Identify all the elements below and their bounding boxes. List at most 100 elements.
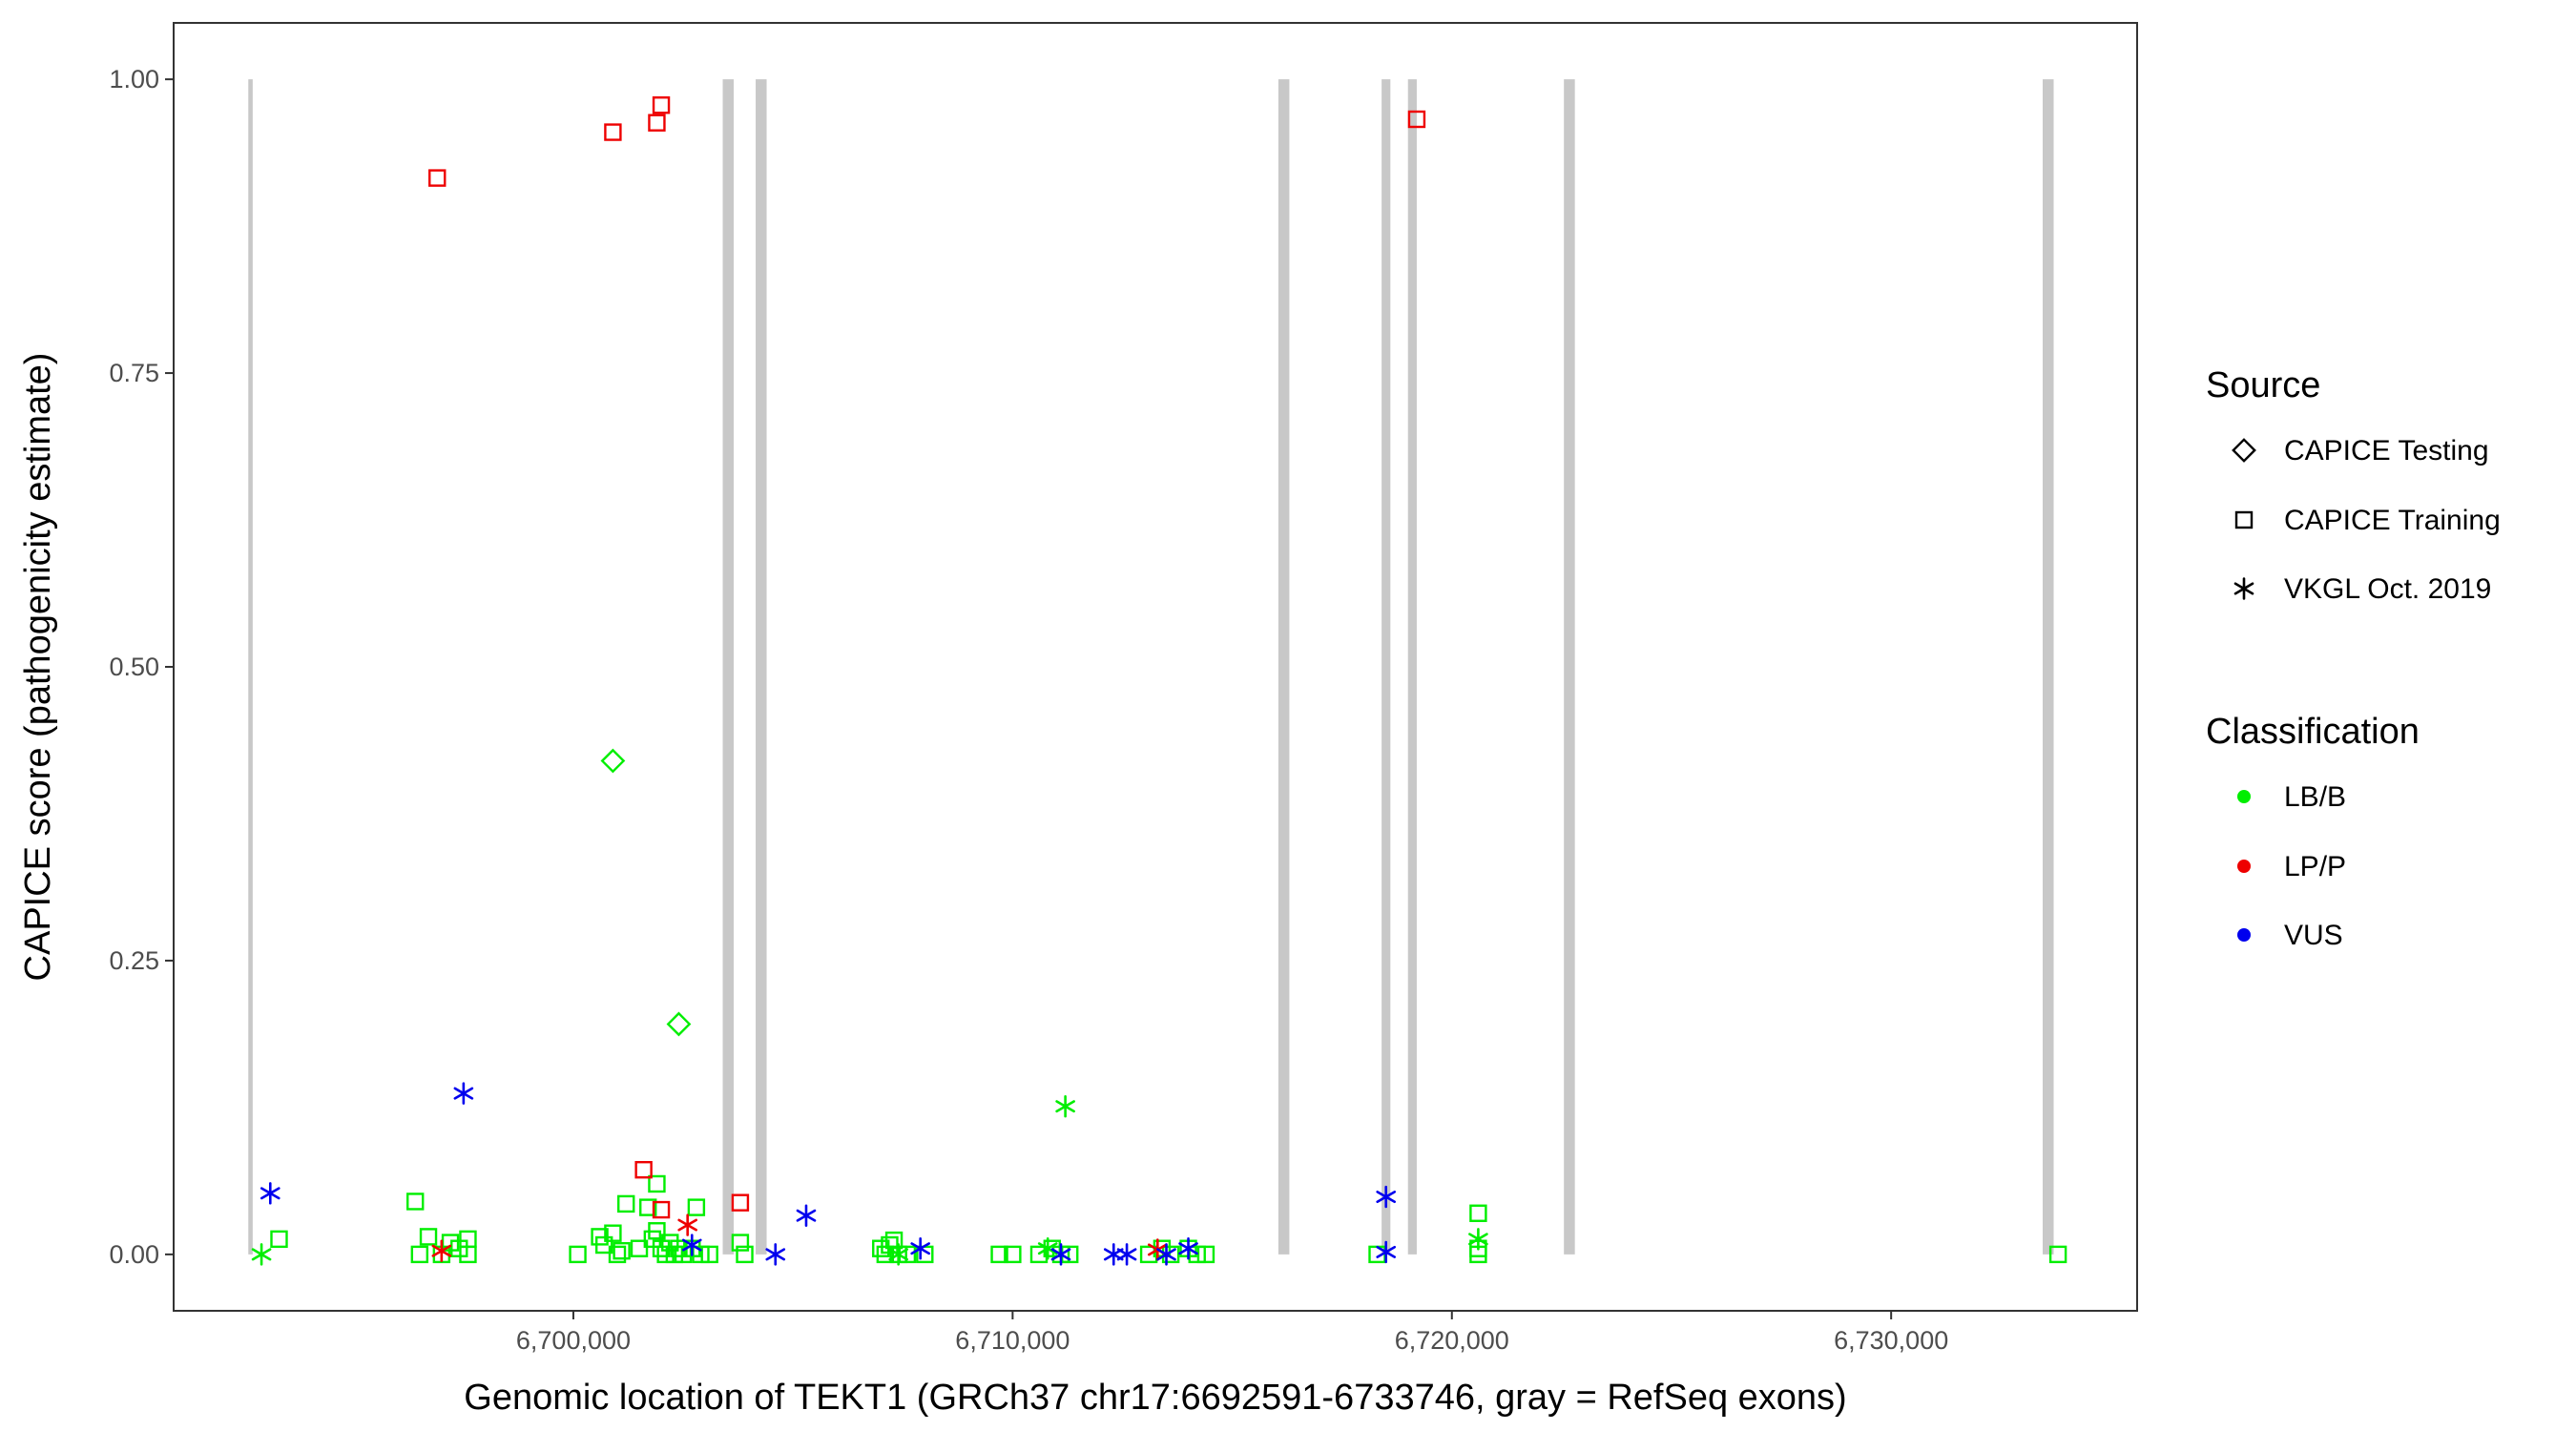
point-asterisk-s3-4	[888, 1243, 908, 1266]
exon-bar-4	[1381, 79, 1391, 1255]
point-asterisk-s5-0	[260, 1182, 280, 1205]
point-square-s0-20	[648, 1222, 666, 1240]
data-points	[251, 96, 2067, 1266]
point-square-s0-3	[419, 1228, 438, 1246]
point-square-s1-2	[648, 114, 666, 132]
point-square-s0-12	[604, 1224, 622, 1242]
point-square-s1-7	[731, 1193, 750, 1212]
point-asterisk-s5-12	[1376, 1240, 1397, 1264]
point-asterisk-s3-0	[251, 1243, 272, 1266]
point-square-s0-31	[731, 1234, 750, 1252]
exon-bars	[248, 79, 2054, 1255]
point-asterisk-s3-3	[1468, 1228, 1488, 1251]
point-diamond-s2-1	[666, 1011, 692, 1037]
point-square-s0-16	[630, 1239, 649, 1257]
exon-bar-7	[2043, 79, 2054, 1255]
point-asterisk-s3-2	[1037, 1237, 1058, 1260]
point-square-s0-8	[459, 1245, 477, 1264]
point-square-s0-30	[700, 1245, 718, 1264]
y-axis-title: CAPICE score (pathogenicity estimate)	[18, 353, 58, 982]
point-asterisk-s5-2	[681, 1234, 702, 1256]
point-square-s1-0	[428, 169, 447, 187]
point-square-s0-17	[639, 1198, 657, 1216]
legend-key-diamond	[2232, 438, 2256, 463]
legend-key-asterisk	[2233, 577, 2254, 600]
point-asterisk-s5-4	[796, 1204, 817, 1227]
y-tick-label-4: 1.00	[109, 65, 159, 93]
legend-source-label-training: CAPICE Training	[2284, 505, 2501, 536]
point-square-s0-36	[884, 1231, 904, 1250]
legend-key-dot-1	[2237, 860, 2251, 873]
x-tick-label-3: 6,730,000	[1834, 1326, 1948, 1355]
point-asterisk-s5-11	[1376, 1185, 1397, 1209]
x-tick-label-0: 6,700,000	[516, 1326, 631, 1355]
exon-bar-5	[1407, 79, 1417, 1255]
exon-bar-1	[722, 79, 735, 1255]
legend-key-square	[2234, 510, 2254, 529]
point-square-s0-15	[617, 1194, 635, 1213]
point-asterisk-s4-1	[677, 1213, 697, 1236]
point-square-s0-0	[270, 1230, 288, 1249]
point-square-s0-48	[1161, 1245, 1180, 1264]
legend-key-dot-0	[2237, 790, 2251, 803]
point-asterisk-s5-1	[453, 1082, 474, 1105]
y-axis: 0.00 0.25 0.50 0.75 1.00	[109, 65, 174, 1269]
legend-classification-title: Classification	[2206, 712, 2420, 752]
point-square-s0-40	[990, 1245, 1008, 1264]
point-square-s0-1	[406, 1192, 425, 1211]
point-square-s0-21	[652, 1239, 671, 1257]
point-square-s0-2	[410, 1245, 429, 1264]
point-square-s0-32	[736, 1245, 754, 1264]
point-asterisk-s3-1	[1055, 1094, 1075, 1118]
legend-source-label-vkgl: VKGL Oct. 2019	[2284, 573, 2491, 605]
point-asterisk-s5-8	[1116, 1243, 1137, 1266]
legend: Source CAPICE Testing CAPICE Training VK…	[2206, 365, 2501, 951]
legend-class-label-vus: VUS	[2284, 920, 2343, 951]
point-square-s0-53	[1469, 1204, 1487, 1222]
point-square-s0-34	[876, 1245, 895, 1264]
point-square-s1-6	[652, 1200, 671, 1219]
x-axis-title: Genomic location of TEKT1 (GRCh37 chr17:…	[464, 1378, 1846, 1418]
legend-class-label-lbb: LB/B	[2284, 781, 2346, 813]
y-tick-label-1: 0.25	[109, 946, 159, 975]
point-square-s1-1	[604, 123, 622, 141]
legend-class-label-lpp: LP/P	[2284, 851, 2346, 882]
y-tick-label-0: 0.00	[109, 1240, 159, 1269]
point-square-s0-24	[665, 1245, 684, 1264]
point-square-s0-41	[1004, 1245, 1022, 1264]
x-axis: 6,700,000 6,710,000 6,720,000 6,730,000	[516, 1311, 1948, 1355]
point-square-s0-14	[613, 1241, 631, 1260]
point-square-s0-6	[450, 1239, 468, 1257]
point-square-s1-5	[634, 1160, 653, 1179]
point-asterisk-s5-10	[1178, 1237, 1198, 1260]
y-tick-label-3: 0.75	[109, 359, 159, 387]
exon-bar-6	[1564, 79, 1575, 1255]
point-asterisk-s5-5	[910, 1237, 930, 1260]
point-diamond-s2-0	[600, 748, 626, 774]
point-square-s0-19	[648, 1174, 666, 1193]
point-square-s1-4	[1407, 110, 1426, 129]
point-square-s0-23	[661, 1234, 679, 1252]
y-tick-label-2: 0.50	[109, 653, 159, 681]
point-asterisk-s4-0	[431, 1239, 452, 1262]
point-square-s0-28	[687, 1198, 706, 1216]
point-square-s1-3	[652, 96, 671, 114]
point-asterisk-s5-6	[1050, 1243, 1071, 1266]
x-tick-label-2: 6,720,000	[1395, 1326, 1509, 1355]
exon-bar-3	[1278, 79, 1290, 1255]
point-square-s0-51	[1196, 1245, 1215, 1264]
point-asterisk-s5-3	[765, 1243, 786, 1266]
legend-key-dot-2	[2237, 928, 2251, 942]
point-square-s0-9	[569, 1245, 587, 1264]
x-tick-label-1: 6,710,000	[955, 1326, 1070, 1355]
exon-bar-2	[756, 79, 767, 1255]
point-square-s0-22	[656, 1245, 675, 1264]
legend-source-label-testing: CAPICE Testing	[2284, 435, 2489, 467]
exon-bar-0	[248, 79, 253, 1255]
point-square-s0-13	[608, 1245, 627, 1264]
point-asterisk-s5-9	[1156, 1243, 1176, 1266]
point-square-s0-56	[2048, 1245, 2067, 1264]
legend-source-title: Source	[2206, 365, 2320, 405]
point-square-s0-11	[594, 1235, 613, 1255]
